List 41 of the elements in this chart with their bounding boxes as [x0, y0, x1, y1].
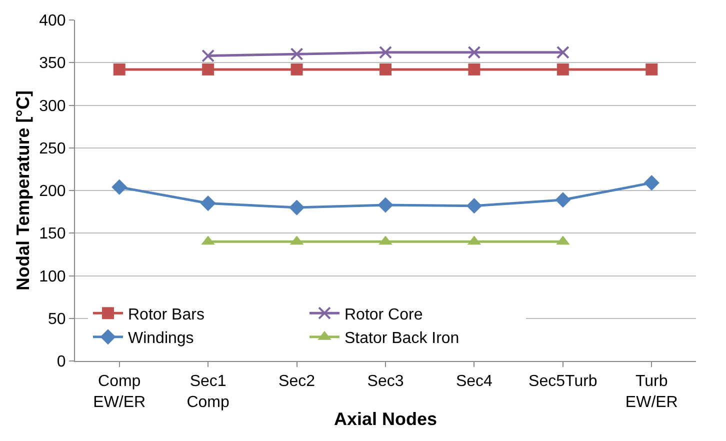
y-tick-label: 150 [39, 226, 66, 243]
point [646, 63, 658, 76]
point [288, 200, 305, 216]
point [466, 198, 482, 214]
y-tick-label: 400 [39, 12, 66, 30]
legend-label: Rotor Core [344, 306, 423, 324]
y-tick-label: 250 [39, 140, 66, 158]
y-tick-label: 0 [56, 354, 66, 371]
y-tick-label: 350 [39, 55, 66, 72]
point [113, 63, 126, 76]
x-tick-label: Sec5Turb [528, 373, 598, 390]
point [556, 46, 570, 59]
point [202, 49, 215, 62]
point [555, 192, 571, 208]
x-tick-label: Turb EW/ER [625, 373, 678, 411]
point [202, 63, 214, 76]
x-tick-label: Comp EW/ER [93, 373, 146, 411]
x-tick-label: Sec4 [456, 373, 493, 390]
x-tick-label: Sec3 [367, 373, 404, 390]
y-tick-label: 100 [39, 268, 66, 286]
x-tick-label: Sec2 [278, 373, 316, 390]
point [379, 46, 392, 59]
y-tick-label: 200 [39, 183, 66, 200]
y-tick-label: 300 [39, 98, 66, 115]
point [290, 48, 304, 61]
legend-label: Windings [128, 330, 194, 348]
point [290, 63, 303, 76]
point [380, 63, 392, 76]
y-axis-title: Nodal Temperature [°C] [13, 90, 33, 290]
point [468, 46, 481, 59]
point [378, 197, 394, 213]
point [644, 175, 660, 191]
legend-label: Rotor Bars [128, 306, 204, 324]
x-tick-label: Sec1 Comp [186, 373, 230, 411]
point [200, 195, 216, 212]
legend-label: Stator Back Iron [344, 330, 460, 348]
x-axis-title: Axial Nodes [334, 409, 438, 429]
point [468, 63, 480, 76]
y-tick-label: 50 [48, 310, 66, 328]
point [112, 179, 128, 195]
point [556, 63, 569, 76]
